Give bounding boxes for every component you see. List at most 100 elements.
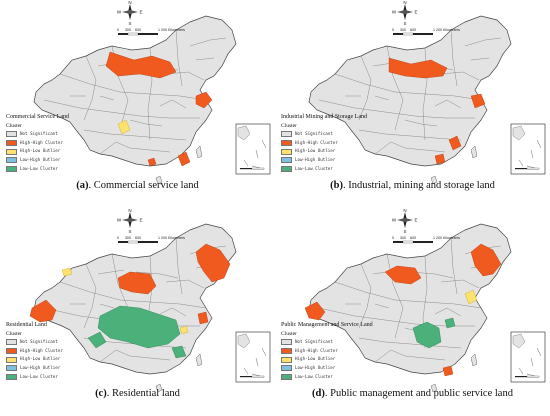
island — [430, 175, 438, 185]
compass-s: S — [128, 21, 131, 26]
legend-subtitle: Cluster — [281, 330, 297, 337]
legend-subtitle: Cluster — [6, 122, 22, 129]
legend-a: Commercial Service Land Cluster Not Signif… — [6, 113, 69, 173]
legend-item-low-high: Low-High Outlier — [6, 156, 69, 165]
caption-d: (d). Public management and public servic… — [312, 388, 513, 399]
legend-item-low-high: Low-High Outlier — [281, 156, 367, 165]
scale-tick: 0 — [117, 28, 119, 32]
legend-label: Low-High Outlier — [295, 364, 336, 370]
island — [470, 145, 478, 159]
map-panel-d: N S E W 0 300 600 1 200 Kilometers Public Manag… — [275, 208, 550, 416]
legend-swatch — [6, 157, 17, 164]
compass-icon: N S E W — [392, 208, 418, 234]
legend-swatch — [6, 373, 17, 380]
legend-item-low-low: Low-Low Cluster — [6, 165, 69, 174]
legend-swatch — [281, 348, 292, 355]
country-outline — [308, 223, 512, 375]
scale-tick: 600 — [410, 28, 416, 32]
legend-swatch — [281, 140, 292, 147]
china-map-a: N S E W 0 300 600 1 200 Kilometers — [33, 0, 271, 185]
south-china-sea-inset — [235, 331, 271, 383]
cluster-high-low-c — [61, 267, 189, 335]
caption-a: (a). Commercial service land — [76, 180, 199, 191]
legend-label: High-High Cluster — [295, 347, 338, 353]
legend-swatch — [6, 365, 17, 372]
compass-e: E — [139, 10, 142, 15]
compass-n: N — [128, 208, 131, 213]
legend-item-high-high: High-High Cluster — [6, 347, 63, 356]
island — [430, 383, 438, 393]
scale-bar: 0 300 600 1 200 Kilometers — [392, 28, 460, 36]
legend-subtitle: Cluster — [6, 330, 22, 337]
legend-swatch — [281, 165, 292, 172]
legend-swatch — [6, 348, 17, 355]
legend-label: High-High Cluster — [20, 139, 63, 145]
compass-e: E — [414, 10, 417, 15]
cluster-low-low-c — [87, 305, 187, 359]
cluster-high-high-c — [29, 243, 231, 325]
legend-label: Not Significant — [20, 339, 58, 345]
legend-item-low-low: Low-Low Cluster — [281, 165, 367, 174]
legend-item-high-low: High-Low Outlier — [6, 147, 69, 156]
legend-item-high-low: High-Low Outlier — [6, 355, 63, 364]
south-china-sea-inset — [510, 123, 546, 175]
south-china-sea-inset — [510, 331, 546, 383]
legend-label: Not Significant — [20, 131, 58, 137]
china-map-b: N S E W 0 300 600 1 200 Kilometers — [308, 0, 546, 185]
compass-icon: N S E W — [117, 0, 143, 26]
map-panel-a: N S E W 0 300 600 1 200 Kilometers Commercial S… — [0, 0, 275, 208]
compass-s: S — [403, 21, 406, 26]
compass-w: W — [392, 218, 397, 223]
legend-label: High-Low Outlier — [295, 356, 336, 362]
legend-swatch — [281, 148, 292, 155]
island — [195, 145, 203, 159]
scale-tick: 300 — [125, 28, 131, 32]
compass-n: N — [403, 0, 406, 5]
legend-d: Public Management and Service Land Cluste… — [281, 321, 373, 381]
legend-label: Low-Low Cluster — [20, 373, 58, 379]
scale-bar: 0 300 600 1 200 Kilometers — [117, 236, 185, 244]
legend-subtitle: Cluster — [281, 122, 297, 129]
compass-w: W — [117, 10, 122, 15]
cluster-high-high-a — [105, 51, 213, 167]
legend-title: Public Management and Service Land — [281, 322, 373, 328]
legend-swatch — [281, 157, 292, 164]
island — [155, 383, 163, 393]
legend-item-high-low: High-Low Outlier — [281, 147, 367, 156]
legend-item-not-significant: Not Significant — [281, 130, 367, 139]
legend-label: High-High Cluster — [20, 347, 63, 353]
compass-icon: N S E W — [117, 208, 143, 234]
scale-tick: 300 — [400, 236, 406, 240]
legend-swatch — [6, 165, 17, 172]
legend-label: Low-Low Cluster — [295, 373, 333, 379]
cluster-high-low-a — [117, 119, 131, 135]
island — [155, 175, 163, 185]
scale-tick: 1 200 Kilometers — [158, 28, 185, 32]
legend-swatch — [281, 131, 292, 138]
legend-item-not-significant: Not Significant — [6, 130, 69, 139]
scale-tick: 600 — [410, 236, 416, 240]
legend-item-high-high: High-High Cluster — [281, 139, 367, 148]
compass-w: W — [117, 218, 122, 223]
cluster-high-high-d — [304, 243, 502, 377]
legend-swatch — [281, 339, 292, 346]
legend-swatch — [6, 148, 17, 155]
scale-bar: 0 300 600 1 200 Kilometers — [392, 236, 460, 244]
legend-label: High-Low Outlier — [20, 356, 61, 362]
south-china-sea-inset — [235, 123, 271, 175]
legend-label: High-Low Outlier — [295, 148, 336, 154]
legend-item-low-high: Low-High Outlier — [6, 364, 63, 373]
country-outline — [33, 223, 237, 375]
china-map-c: N S E W 0 300 600 1 200 Kilometers — [29, 208, 271, 393]
cluster-high-high-b — [388, 57, 486, 165]
legend-label: Low-Low Cluster — [20, 165, 58, 171]
legend-label: Not Significant — [295, 131, 333, 137]
compass-n: N — [403, 208, 406, 213]
caption-b: (b). Industrial, mining and storage land — [330, 180, 495, 191]
scale-tick: 300 — [400, 28, 406, 32]
scale-bar: 0 300 600 1 200 Kilometers — [117, 28, 185, 36]
legend-item-high-low: High-Low Outlier — [281, 355, 373, 364]
legend-swatch — [6, 131, 17, 138]
legend-label: Not Significant — [295, 339, 333, 345]
legend-swatch — [281, 356, 292, 363]
